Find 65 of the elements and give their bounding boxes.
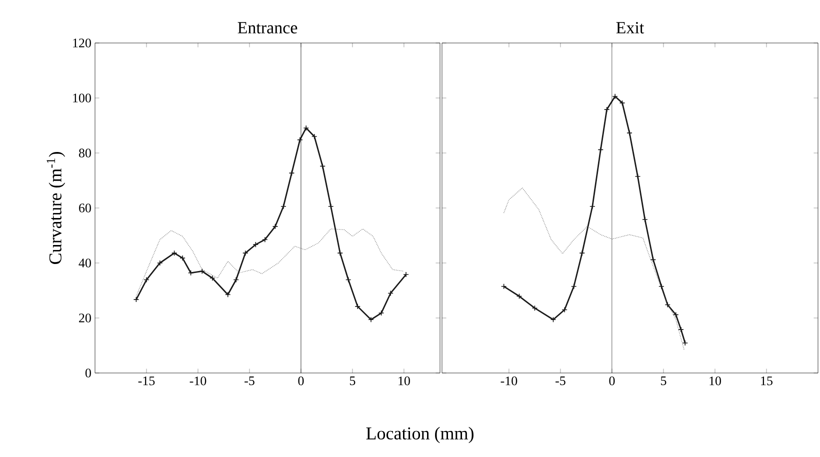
x-tick-label: -10 (500, 376, 518, 386)
x-tick-label: 10 (710, 376, 721, 386)
x-tick-label: -5 (244, 376, 254, 386)
point (550, 316, 556, 323)
point (311, 134, 318, 140)
point (233, 276, 239, 283)
x-tick-label: 0 (298, 376, 304, 386)
y-tick-label: 20 (79, 314, 91, 322)
y-tick-label: 80 (78, 148, 91, 158)
x-tick-label: 10 (398, 376, 410, 386)
point (562, 306, 568, 313)
point (199, 268, 206, 274)
point (224, 292, 231, 298)
line-series (136, 228, 404, 297)
point (320, 163, 326, 170)
chart-title: Exit (616, 22, 644, 34)
point (579, 250, 585, 256)
point (144, 276, 150, 283)
x-tick-label: 5 (350, 376, 356, 386)
point (516, 293, 522, 300)
point (532, 305, 538, 311)
point (658, 283, 664, 290)
point (288, 170, 295, 176)
x-tick-label: 5 (660, 376, 666, 386)
point (619, 100, 626, 106)
y-axis-title: Curvature (m$^{-1}$) (46, 152, 66, 264)
x-tick-label: -15 (138, 376, 155, 386)
point (650, 256, 656, 263)
point (345, 276, 352, 283)
point (328, 203, 334, 210)
point (570, 283, 577, 290)
point (354, 304, 361, 310)
point (297, 136, 303, 143)
point (280, 203, 286, 210)
y-tick-label: 120 (73, 38, 91, 48)
point (156, 260, 163, 266)
point (612, 93, 618, 100)
point (242, 250, 248, 256)
point (664, 302, 670, 308)
point (378, 310, 384, 316)
point (368, 316, 374, 323)
y-tick-label: 40 (78, 258, 91, 268)
point (188, 270, 194, 276)
x-tick-label: -10 (190, 376, 206, 386)
point (180, 255, 186, 261)
y-tick-label: 0 (85, 368, 91, 378)
point (672, 312, 679, 318)
point (303, 125, 310, 131)
chart-title: Entrance (238, 22, 298, 34)
point (272, 224, 278, 230)
point (171, 250, 178, 256)
x-axis-title: Location (mm) (366, 426, 474, 444)
point (634, 173, 641, 180)
point (604, 106, 610, 112)
point (598, 146, 604, 153)
point (337, 250, 344, 256)
x-tick-label: 15 (761, 376, 772, 386)
point (210, 275, 216, 282)
point (252, 242, 259, 248)
point (262, 236, 268, 243)
y-tick-label: 100 (73, 94, 91, 102)
point (388, 290, 394, 296)
x-tick-label: -5 (556, 376, 566, 386)
x-tick-label: 0 (609, 376, 615, 386)
y-tick-label: 60 (79, 204, 91, 212)
